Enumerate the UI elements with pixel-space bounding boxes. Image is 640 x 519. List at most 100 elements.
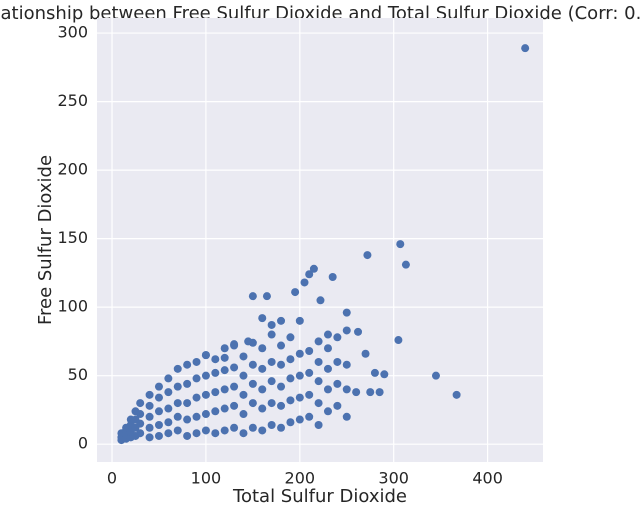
data-point: [230, 401, 239, 410]
data-point: [394, 336, 403, 345]
data-point: [248, 399, 257, 408]
data-point: [248, 292, 257, 301]
data-point: [267, 320, 276, 329]
data-point: [366, 388, 375, 397]
data-point: [380, 370, 389, 379]
y-tick-label: 150: [57, 228, 88, 247]
data-point: [323, 364, 332, 373]
data-point: [333, 333, 342, 342]
data-point: [316, 296, 325, 305]
data-point: [173, 399, 182, 408]
data-point: [239, 410, 248, 419]
data-point: [401, 260, 410, 269]
data-point: [258, 426, 267, 435]
data-point: [145, 390, 154, 399]
data-point: [258, 344, 267, 353]
data-point: [220, 426, 229, 435]
data-point: [267, 357, 276, 366]
data-point: [192, 357, 201, 366]
data-point: [267, 330, 276, 339]
data-point: [258, 385, 267, 394]
data-point: [295, 415, 304, 424]
x-tick-label: 200: [285, 469, 316, 488]
data-point: [375, 388, 384, 397]
x-tick-label: 400: [472, 469, 503, 488]
data-point: [286, 396, 295, 405]
x-tick-label: 300: [378, 469, 409, 488]
data-point: [314, 337, 323, 346]
data-point: [192, 412, 201, 421]
data-point: [136, 419, 145, 428]
data-point: [201, 371, 210, 380]
x-axis-label: Total Sulfur Dioxide: [232, 486, 407, 507]
data-point: [183, 360, 192, 369]
data-point: [363, 251, 372, 260]
data-point: [342, 308, 351, 317]
data-point: [220, 404, 229, 413]
data-point: [173, 412, 182, 421]
data-point: [183, 399, 192, 408]
data-point: [183, 415, 192, 424]
data-point: [154, 421, 163, 429]
data-point: [230, 363, 239, 372]
data-point: [154, 393, 163, 402]
data-point: [230, 382, 239, 391]
data-point: [211, 388, 220, 397]
data-point: [183, 379, 192, 388]
data-point: [286, 333, 295, 342]
data-point: [323, 344, 332, 353]
data-point: [258, 314, 267, 323]
data-point: [295, 393, 304, 402]
data-point: [286, 374, 295, 383]
data-point: [248, 423, 257, 432]
data-point: [267, 399, 276, 408]
data-point: [248, 379, 257, 388]
data-point: [173, 426, 182, 435]
data-point: [136, 410, 145, 419]
data-point: [211, 355, 220, 364]
data-point: [305, 270, 314, 279]
data-point: [277, 382, 286, 391]
data-point: [192, 393, 201, 402]
data-point: [154, 431, 163, 440]
data-point: [305, 412, 314, 421]
y-tick-label: 50: [68, 365, 88, 384]
data-point: [361, 349, 370, 358]
data-point: [164, 429, 173, 438]
data-point: [145, 423, 154, 432]
data-point: [323, 330, 332, 339]
data-point: [314, 399, 323, 408]
y-tick-label: 0: [78, 434, 88, 453]
data-point: [220, 366, 229, 375]
data-point: [183, 431, 192, 440]
y-axis-label: Free Sulfur Dioxide: [35, 155, 56, 325]
y-tick-label: 200: [57, 160, 88, 179]
data-point: [309, 264, 318, 273]
y-tick-label: 100: [57, 297, 88, 316]
data-point: [173, 364, 182, 373]
data-point: [314, 421, 323, 429]
data-point: [262, 292, 271, 301]
data-point: [342, 412, 351, 421]
data-point: [201, 426, 210, 435]
data-point: [295, 316, 304, 325]
data-point: [239, 390, 248, 399]
data-point: [201, 390, 210, 399]
data-point: [154, 382, 163, 391]
data-point: [154, 407, 163, 416]
data-point: [211, 368, 220, 377]
data-point: [305, 390, 314, 399]
data-point: [136, 399, 145, 408]
data-point: [286, 355, 295, 364]
data-point: [295, 371, 304, 380]
data-point: [239, 352, 248, 361]
data-point: [239, 371, 248, 380]
data-point: [136, 429, 145, 438]
data-point: [277, 316, 286, 325]
data-point: [145, 401, 154, 410]
data-point: [145, 433, 154, 442]
data-point: [164, 418, 173, 427]
data-point: [521, 44, 530, 53]
data-point: [323, 407, 332, 416]
